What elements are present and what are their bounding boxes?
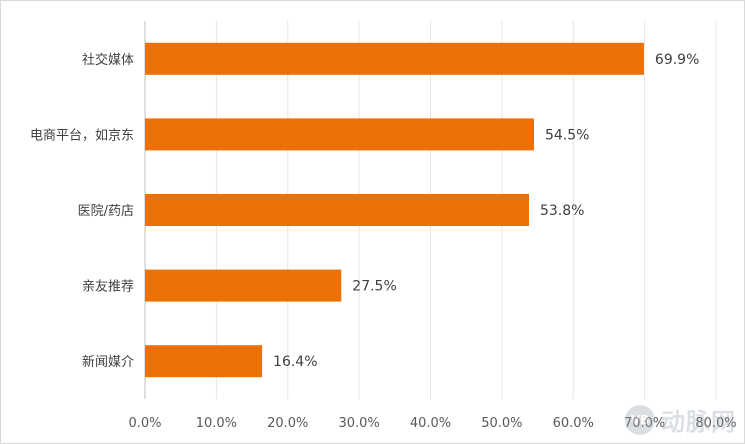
x-tick-label: 50.0% [481,416,522,431]
data-label: 53.8% [540,203,584,219]
category-label: 社交媒体 [82,52,134,68]
x-tick-label: 60.0% [553,416,594,431]
x-tick-label: 40.0% [410,416,451,431]
bar [145,118,534,151]
data-label: 69.9% [655,52,699,68]
watermark-logo-icon: VB [625,404,655,435]
bar [145,42,644,75]
data-label: 54.5% [545,127,589,143]
watermark-text: 动脉网 [661,408,736,436]
watermark: VB 动脉网 [625,402,736,437]
x-tick-label: 30.0% [338,416,379,431]
data-label: 16.4% [273,354,317,370]
x-tick-label: 70.0% [624,416,665,431]
category-label: 医院/药店 [78,204,134,219]
bar [145,269,342,302]
x-tick-label: 20.0% [267,416,308,431]
category-label: 亲友推荐 [82,279,134,295]
category-label: 电商平台，如京东 [30,127,134,143]
category-label: 新闻媒介 [82,354,134,370]
x-tick-label: 80.0% [695,416,736,431]
bar [145,345,263,378]
x-tick-label: 10.0% [196,416,237,431]
bar [145,194,529,226]
x-tick-label: 0.0% [128,416,161,431]
data-label: 27.5% [352,279,396,295]
